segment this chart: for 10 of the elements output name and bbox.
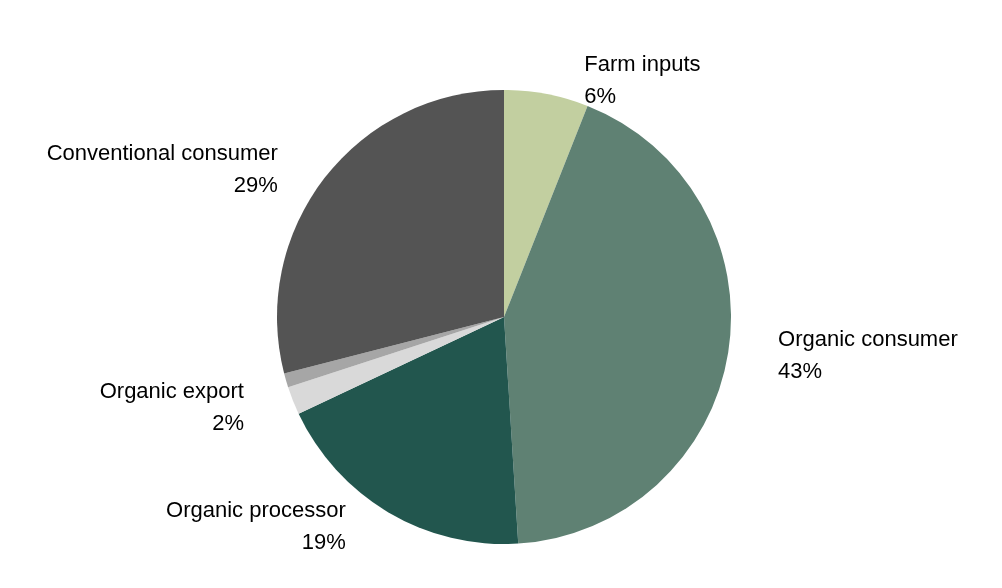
data-label: 19% bbox=[301, 528, 346, 554]
slice-label: Conventional consumer bbox=[46, 140, 278, 166]
slice-label: Organic processor bbox=[166, 496, 346, 522]
slice-label: Farm inputs bbox=[584, 50, 701, 76]
data-label: 2% bbox=[212, 409, 244, 435]
data-label: 29% bbox=[233, 172, 278, 198]
slice-label: Organic export bbox=[99, 377, 244, 403]
data-label: 6% bbox=[584, 82, 617, 108]
slice-label: Organic consumer bbox=[778, 326, 958, 352]
data-label: 43% bbox=[778, 358, 823, 384]
